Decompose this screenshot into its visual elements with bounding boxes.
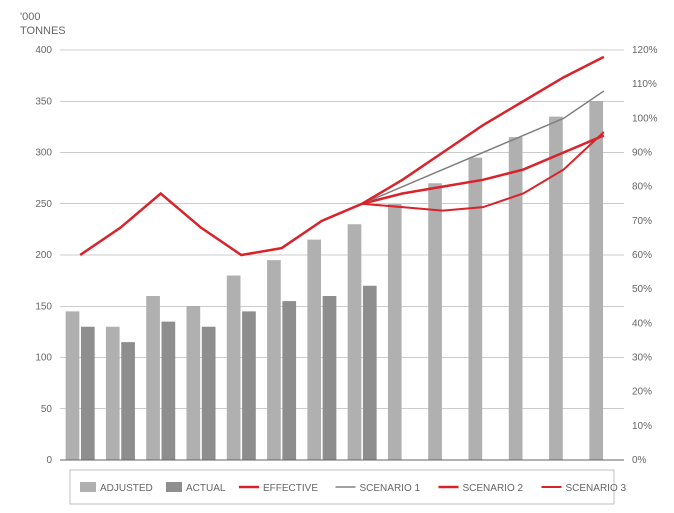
bar-adjusted bbox=[267, 260, 281, 460]
y-left-tick: 250 bbox=[35, 199, 52, 210]
y-right-tick: 10% bbox=[632, 421, 652, 432]
combo-chart: 0 50 100 150 200 250 300 350 400 0% 10% 20% 30% 40% 50… bbox=[0, 0, 674, 513]
bar-actual bbox=[363, 286, 377, 460]
y-right-tick: 50% bbox=[632, 284, 652, 295]
bar-adjusted bbox=[549, 117, 563, 460]
legend-label: EFFECTIVE bbox=[263, 483, 318, 494]
y-right-tick: 20% bbox=[632, 387, 652, 398]
bar-adjusted bbox=[428, 183, 442, 460]
bar-adjusted bbox=[227, 276, 241, 461]
y-right-tick: 60% bbox=[632, 250, 652, 261]
bar-adjusted bbox=[468, 158, 482, 460]
legend-label: ADJUSTED bbox=[100, 483, 153, 494]
bar-adjusted bbox=[589, 101, 603, 460]
bar-adjusted bbox=[509, 137, 523, 460]
bar-adjusted bbox=[146, 296, 160, 460]
bar-actual bbox=[242, 311, 256, 460]
y-right-tick: 0% bbox=[632, 455, 647, 466]
bar-actual bbox=[323, 296, 337, 460]
legend-swatch bbox=[166, 482, 182, 492]
bar-adjusted bbox=[186, 306, 200, 460]
bar-adjusted bbox=[106, 327, 120, 460]
legend-label: SCENARIO 1 bbox=[360, 483, 421, 494]
y-right-tick: 40% bbox=[632, 318, 652, 329]
y-right-tick: 120% bbox=[632, 45, 658, 56]
y-right-tick: 70% bbox=[632, 216, 652, 227]
y-right-tick: 100% bbox=[632, 113, 658, 124]
y-left-title: '000 bbox=[20, 11, 40, 23]
bar-actual bbox=[282, 301, 296, 460]
y-right-tick: 80% bbox=[632, 182, 652, 193]
y-left-tick: 150 bbox=[35, 301, 52, 312]
y-right-tick: 90% bbox=[632, 148, 652, 159]
y-left-title-2: TONNES bbox=[20, 25, 66, 37]
legend-label: SCENARIO 3 bbox=[566, 483, 627, 494]
y-left-tick: 0 bbox=[46, 455, 52, 466]
legend-label: ACTUAL bbox=[186, 483, 226, 494]
bar-actual bbox=[121, 342, 135, 460]
y-left-tick: 400 bbox=[35, 45, 52, 56]
bar-actual bbox=[202, 327, 216, 460]
legend-label: SCENARIO 2 bbox=[463, 483, 524, 494]
bar-actual bbox=[81, 327, 95, 460]
bar-adjusted bbox=[66, 311, 80, 460]
bar-actual bbox=[162, 322, 176, 460]
bar-adjusted bbox=[388, 204, 402, 460]
y-left-tick: 200 bbox=[35, 250, 52, 261]
y-left-tick: 50 bbox=[41, 404, 53, 415]
y-right-tick: 30% bbox=[632, 353, 652, 364]
y-left-tick: 300 bbox=[35, 148, 52, 159]
bar-adjusted bbox=[348, 224, 362, 460]
y-left-tick: 100 bbox=[35, 353, 52, 364]
legend-swatch bbox=[80, 482, 96, 492]
y-right-tick: 110% bbox=[632, 79, 657, 90]
y-left-tick: 350 bbox=[35, 96, 52, 107]
bar-adjusted bbox=[307, 240, 321, 460]
